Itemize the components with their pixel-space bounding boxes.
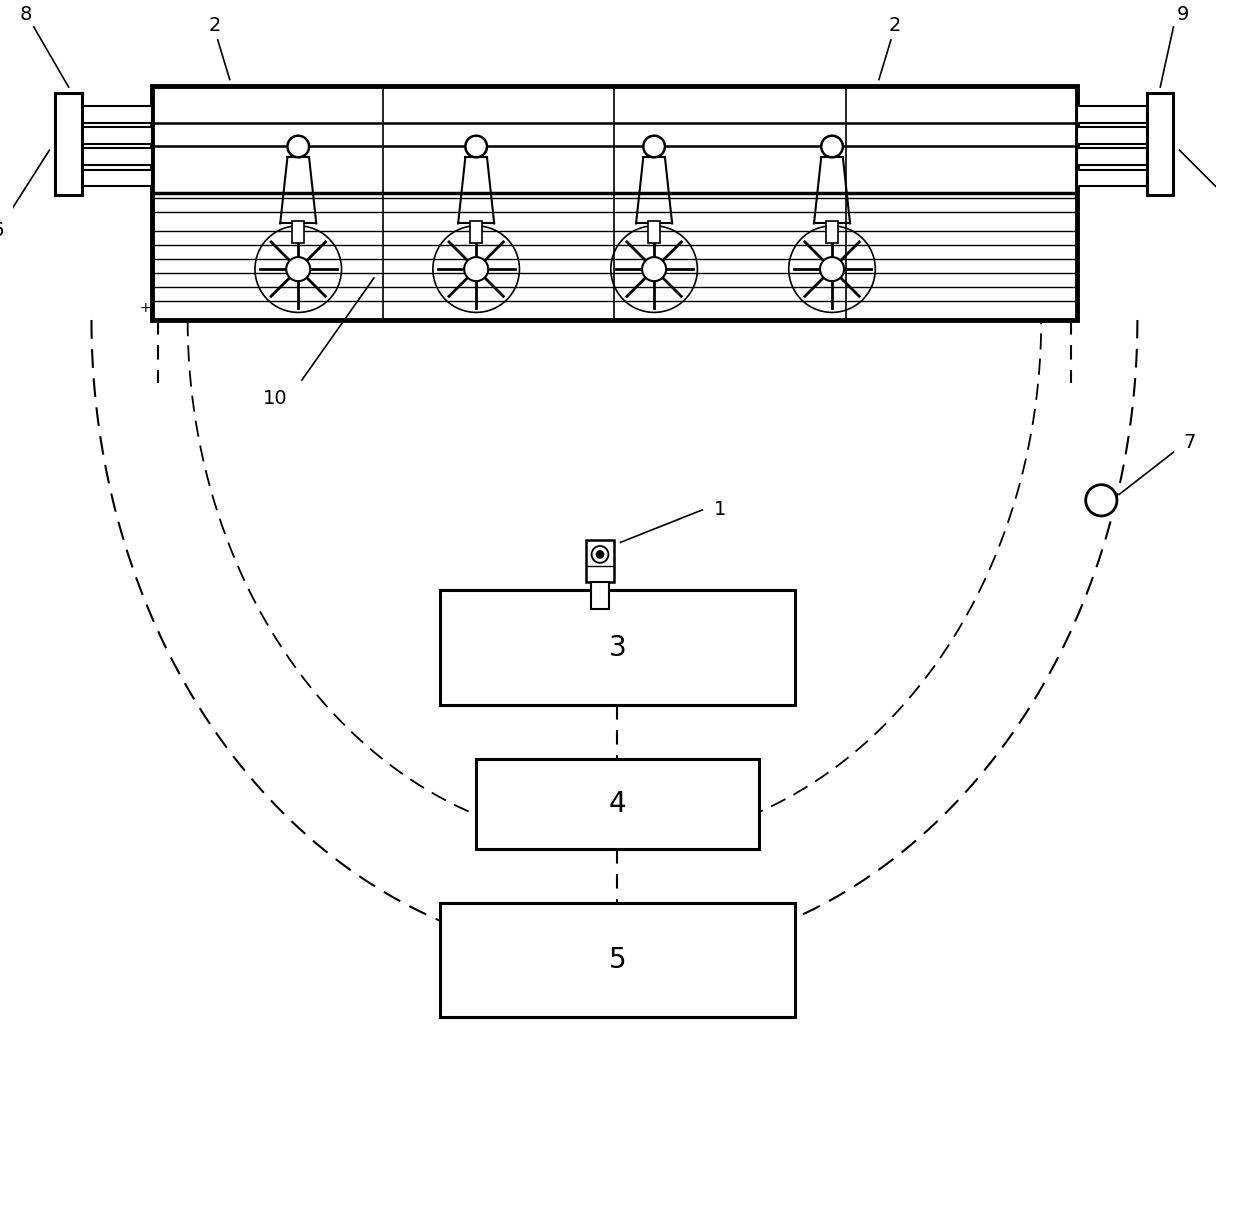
Bar — [1078, 106, 1147, 123]
Bar — [826, 221, 838, 242]
Text: 7: 7 — [1183, 433, 1195, 452]
Circle shape — [596, 551, 604, 558]
Text: +: + — [140, 301, 151, 315]
Text: 10: 10 — [263, 389, 288, 407]
Circle shape — [465, 136, 487, 158]
Bar — [82, 128, 151, 145]
Circle shape — [644, 136, 665, 158]
Text: 4: 4 — [609, 789, 626, 818]
Text: 2: 2 — [888, 16, 900, 35]
Text: 5: 5 — [609, 946, 626, 974]
Text: 2: 2 — [210, 16, 222, 35]
Bar — [585, 540, 615, 582]
Bar — [440, 590, 795, 705]
Circle shape — [1086, 484, 1117, 516]
Circle shape — [288, 136, 309, 158]
Bar — [293, 221, 304, 242]
Bar — [82, 148, 151, 165]
Bar — [440, 903, 795, 1017]
Text: 3: 3 — [609, 634, 626, 662]
Circle shape — [821, 136, 843, 158]
Bar — [1078, 148, 1147, 165]
Circle shape — [642, 257, 666, 281]
Bar — [649, 221, 660, 242]
Circle shape — [286, 257, 310, 281]
Bar — [1078, 128, 1147, 145]
Text: 8: 8 — [19, 5, 31, 24]
Bar — [151, 86, 1078, 321]
Bar — [82, 170, 151, 187]
Bar — [1078, 170, 1147, 187]
Circle shape — [591, 546, 609, 563]
Bar — [1147, 93, 1173, 195]
Circle shape — [464, 257, 489, 281]
Bar — [470, 221, 482, 242]
Bar — [56, 93, 82, 195]
Text: 9: 9 — [1177, 5, 1189, 24]
Bar — [591, 582, 609, 609]
Text: 6: 6 — [0, 222, 4, 240]
Circle shape — [820, 257, 844, 281]
Bar — [476, 759, 759, 850]
Text: 1: 1 — [714, 500, 727, 519]
Bar — [82, 106, 151, 123]
